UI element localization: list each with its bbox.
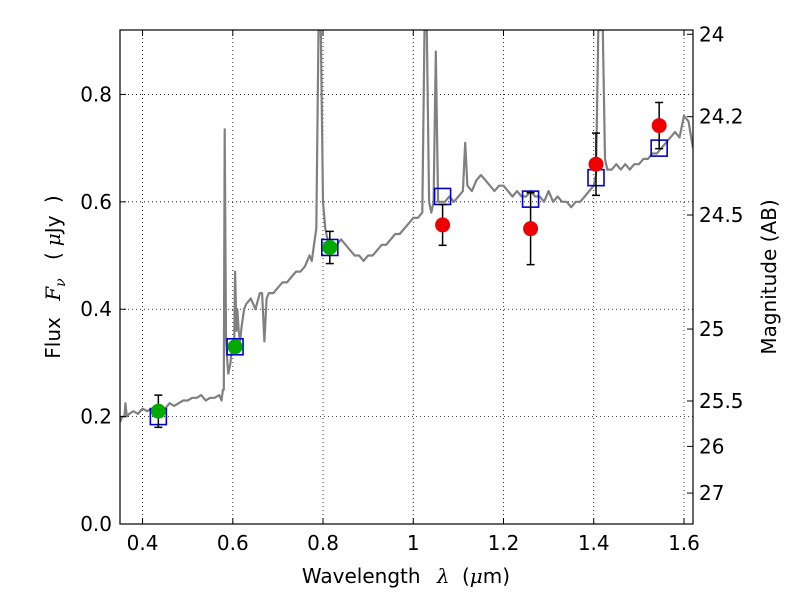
y-tick-label: 0.8 [80,82,112,106]
x-tick-label: 0.6 [217,531,249,555]
y-axis-label-text: Flux [41,317,65,359]
y2-tick-label: 24.5 [699,203,744,227]
y2-tick-label: 24 [699,22,724,46]
x-tick-label: 1 [407,531,420,555]
y-axis-label-unit-mu: μ [41,233,65,246]
x-axis-label-symbol: λ [436,564,450,588]
y-axis-label-symbol: F [41,286,65,302]
y2-tick-label: 25 [699,317,724,341]
y2-tick-label: 26 [699,434,724,458]
green-data-point [322,239,338,255]
y-tick-label: 0.4 [80,297,112,321]
y-axis-label: Flux Fν ( μJy ) [41,195,70,358]
plot-frame [119,29,694,525]
x-axis-label-unit-open: ( [462,564,470,588]
y-axis-label-unit-open: ( [41,252,65,260]
x-axis-label-unit-rest: m) [483,564,510,588]
red-data-point [435,217,451,233]
x-tick-label: 0.8 [307,531,339,555]
axis-ticks: 0.4 0.6 0.8 1 1.2 1.4 1.6 0.0 0.2 0.4 0.6 0.8 24 24.2… [80,22,743,555]
green-data-point [150,403,166,419]
spectrum-line [120,30,693,423]
data-markers [149,101,668,429]
y2-axis-label: Magnitude (AB) [757,199,781,354]
y-axis-label-subscript: ν [53,278,69,287]
y-tick-label: 0.2 [80,405,112,429]
y-axis-label-unit-close: ) [41,195,65,203]
y2-tick-label: 25.5 [699,389,744,413]
x-axis-label-text: Wavelength [302,564,421,588]
x-axis-label: Wavelength λ (μm) [302,564,510,588]
y-tick-label: 0.6 [80,190,112,214]
red-data-point [651,118,667,134]
model-square-marker [226,338,244,356]
red-data-point [588,156,604,172]
y2-tick-label: 24.2 [699,105,744,129]
grid-lines [120,30,693,525]
x-axis-label-unit-mu: μ [470,564,483,588]
red-data-point [523,221,539,237]
green-data-point [227,339,243,355]
x-tick-label: 1.2 [488,531,520,555]
y-axis-label-unit-rest: Jy [41,215,65,235]
y2-tick-label: 27 [699,481,724,505]
y-tick-label: 0.0 [80,512,112,536]
x-tick-label: 1.4 [578,531,610,555]
plot-area [120,30,693,423]
x-tick-label: 1.6 [668,531,700,555]
x-tick-label: 0.4 [127,531,159,555]
